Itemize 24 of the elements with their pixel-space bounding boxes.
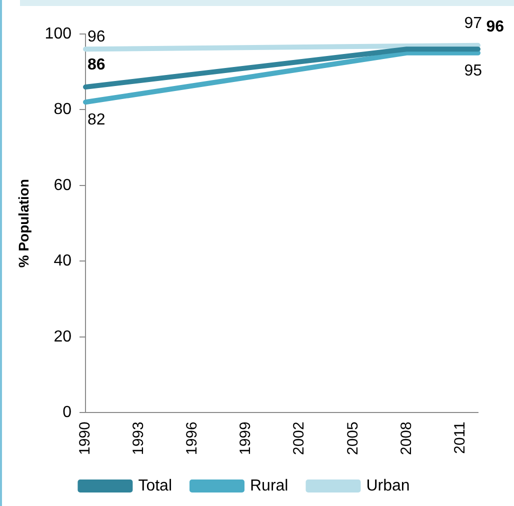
data-label: 96: [486, 18, 504, 36]
x-tick-label: 1999: [237, 422, 254, 456]
x-tick-label: 2008: [398, 422, 415, 456]
data-label: 95: [464, 62, 482, 80]
legend-label: Rural: [250, 477, 288, 494]
y-tick-label: 0: [62, 404, 72, 422]
y-tick-label: 60: [54, 176, 72, 194]
x-tick-label: 2002: [290, 422, 308, 456]
x-tick-label: 2005: [344, 422, 362, 456]
data-label: 86: [87, 56, 106, 74]
x-tick-label: 1990: [76, 422, 94, 456]
data-label: 82: [87, 112, 106, 129]
y-tick-label: 80: [54, 101, 72, 118]
y-tick-label: 20: [54, 328, 72, 346]
data-label: 96: [87, 28, 106, 46]
legend-label: Total: [138, 477, 172, 494]
x-tick-label: 1993: [130, 422, 148, 456]
y-tick-label: 100: [44, 25, 72, 42]
data-label: 97: [464, 14, 482, 32]
legend-label: Urban: [366, 477, 410, 494]
y-tick-label: 40: [54, 252, 72, 270]
x-tick-label: 1996: [184, 422, 201, 456]
y-axis-title: % Population: [15, 178, 32, 268]
x-tick-label: 2011: [451, 422, 468, 454]
